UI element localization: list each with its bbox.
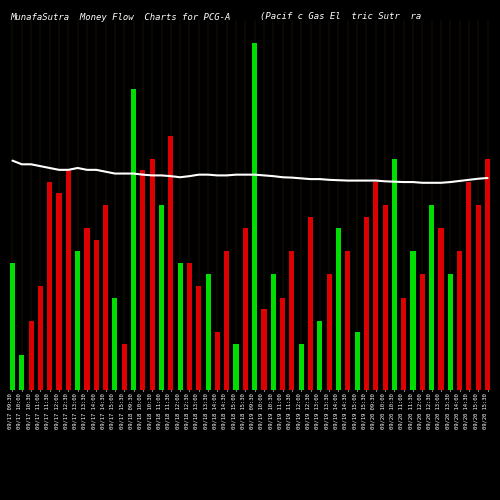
Bar	[215, 332, 220, 390]
Bar	[38, 286, 43, 390]
Bar	[131, 90, 136, 390]
Bar	[290, 251, 294, 390]
Bar	[234, 344, 238, 390]
Bar	[243, 228, 248, 390]
Bar	[19, 356, 24, 390]
Bar	[66, 170, 71, 390]
Bar	[364, 216, 369, 390]
Bar	[168, 136, 173, 390]
Bar	[103, 205, 108, 390]
Bar	[75, 251, 80, 390]
Bar	[429, 205, 434, 390]
Bar	[47, 182, 52, 390]
Bar	[28, 320, 34, 390]
Bar	[476, 205, 481, 390]
Bar	[178, 263, 182, 390]
Bar	[122, 344, 127, 390]
Bar	[438, 228, 444, 390]
Bar	[280, 298, 285, 390]
Bar	[382, 205, 388, 390]
Bar	[410, 251, 416, 390]
Text: MunafaSutra  Money Flow  Charts for PCG-A: MunafaSutra Money Flow Charts for PCG-A	[10, 12, 230, 22]
Bar	[196, 286, 202, 390]
Bar	[346, 251, 350, 390]
Bar	[298, 344, 304, 390]
Bar	[94, 240, 99, 390]
Bar	[56, 194, 62, 390]
Bar	[140, 170, 145, 390]
Bar	[336, 228, 341, 390]
Bar	[457, 251, 462, 390]
Bar	[420, 274, 425, 390]
Bar	[326, 274, 332, 390]
Bar	[112, 298, 117, 390]
Bar	[262, 309, 266, 390]
Bar	[466, 182, 471, 390]
Text: (Pacif c Gas El  tric Sutr  ra: (Pacif c Gas El tric Sutr ra	[260, 12, 421, 22]
Bar	[270, 274, 276, 390]
Bar	[10, 263, 15, 390]
Bar	[224, 251, 230, 390]
Bar	[448, 274, 453, 390]
Bar	[373, 182, 378, 390]
Bar	[354, 332, 360, 390]
Bar	[84, 228, 89, 390]
Bar	[159, 205, 164, 390]
Bar	[485, 159, 490, 390]
Bar	[318, 320, 322, 390]
Bar	[206, 274, 210, 390]
Bar	[187, 263, 192, 390]
Bar	[252, 43, 257, 390]
Bar	[308, 216, 313, 390]
Bar	[392, 159, 397, 390]
Bar	[401, 298, 406, 390]
Bar	[150, 159, 154, 390]
